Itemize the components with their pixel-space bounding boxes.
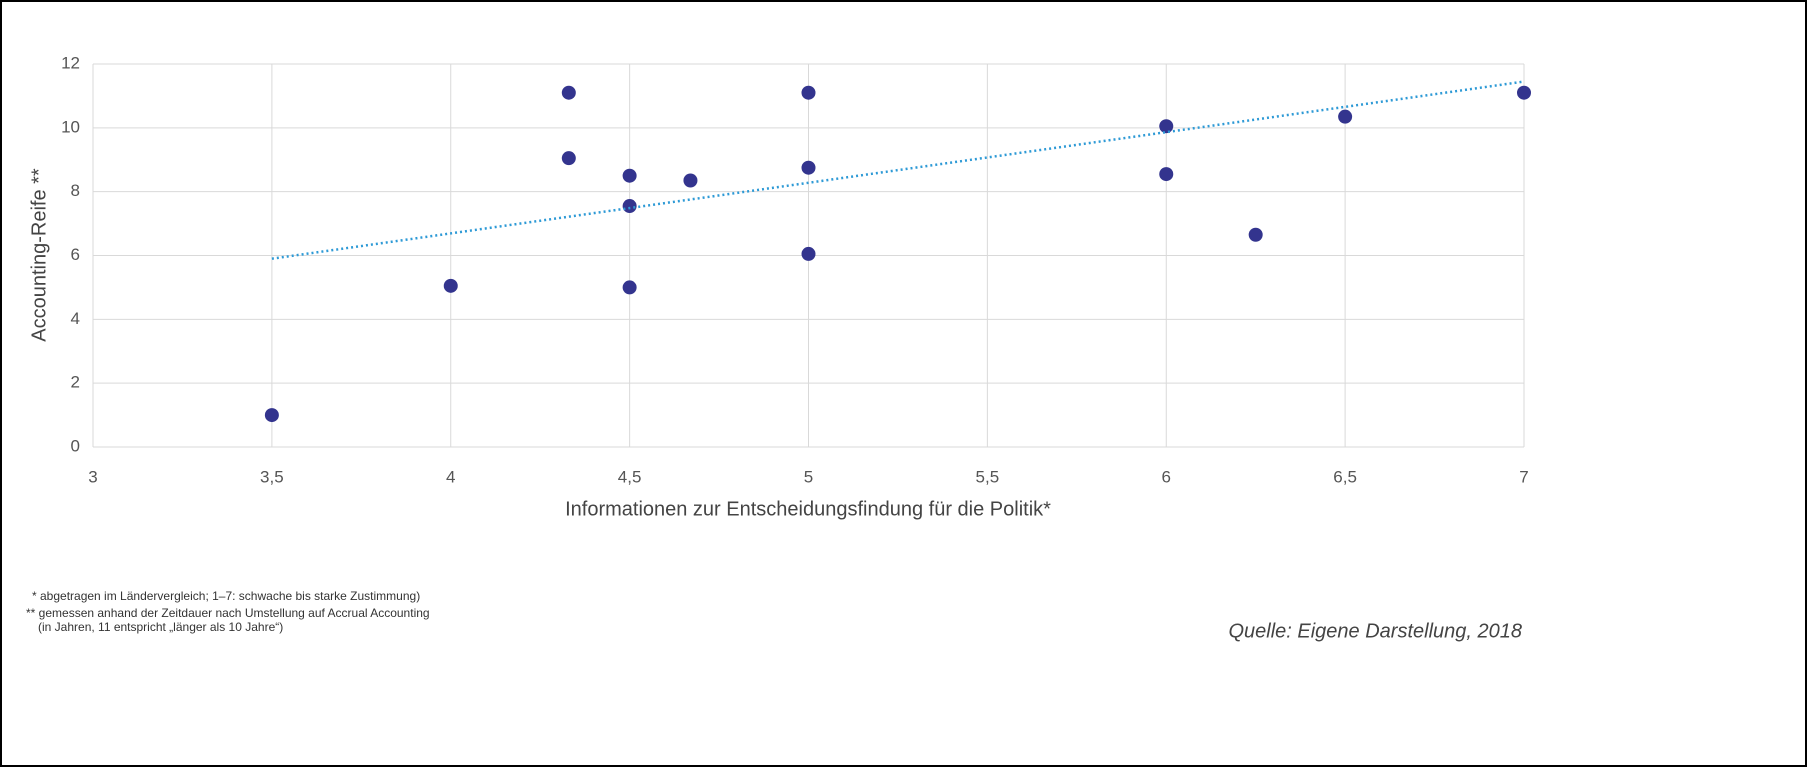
y-tick-label: 12: [61, 53, 80, 72]
y-tick-label: 0: [71, 436, 80, 455]
y-tick-label: 2: [71, 373, 80, 392]
y-tick-label: 8: [71, 181, 80, 200]
x-axis-label: Informationen zur Entscheidungsfindung f…: [565, 498, 1051, 520]
point: [1159, 119, 1174, 134]
footnote: (in Jahren, 11 entspricht „länger als 10…: [38, 620, 283, 634]
point: [622, 168, 637, 183]
x-tick-label: 6,5: [1333, 467, 1357, 486]
point: [1517, 85, 1531, 100]
point: [1159, 167, 1174, 182]
point: [1338, 109, 1353, 124]
trendline: [271, 80, 1525, 260]
y-tick-label: 6: [71, 245, 80, 264]
point: [264, 408, 279, 423]
point: [561, 85, 576, 100]
y-tick-label: 4: [71, 309, 80, 328]
x-tick-label: 4,5: [618, 467, 642, 486]
x-tick-label: 7: [1519, 467, 1528, 486]
point: [561, 151, 576, 166]
x-tick-label: 4: [446, 467, 455, 486]
source: Quelle: Eigene Darstellung, 2018: [1228, 620, 1522, 642]
point: [622, 199, 637, 214]
point: [801, 160, 816, 175]
x-tick-label: 3: [88, 467, 97, 486]
footnote: * abgetragen im Ländervergleich; 1–7: sc…: [32, 589, 420, 603]
x-tick-label: 5: [804, 467, 813, 486]
point: [801, 85, 816, 100]
footnote: ** gemessen anhand der Zeitdauer nach Um…: [26, 606, 430, 620]
point: [1248, 227, 1263, 242]
point: [801, 246, 816, 261]
x-tick-label: 6: [1162, 467, 1171, 486]
point: [443, 278, 458, 293]
point: [622, 280, 637, 295]
x-tick-label: 5,5: [976, 467, 1000, 486]
point: [683, 173, 698, 188]
x-tick-label: 3,5: [260, 467, 284, 486]
y-axis-label: Accounting-Reife **: [28, 168, 50, 342]
y-tick-label: 10: [61, 117, 80, 136]
